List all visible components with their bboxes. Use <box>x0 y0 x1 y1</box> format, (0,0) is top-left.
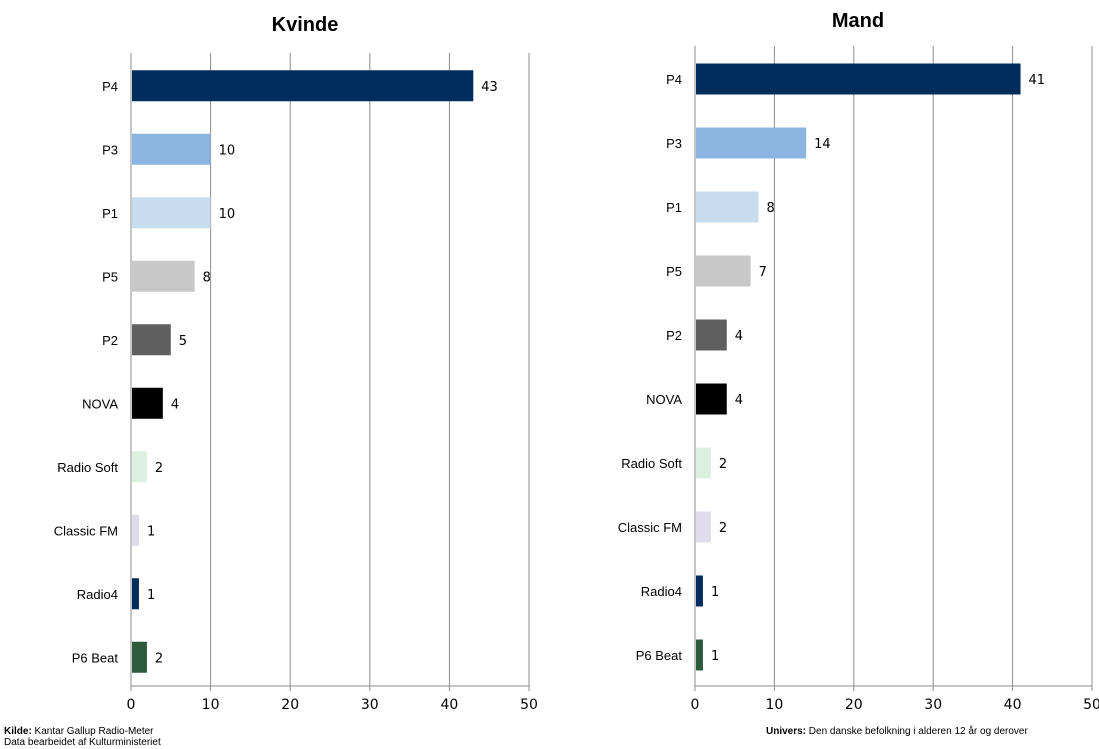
universe-text: Den danske befolkning i alderen 12 år og… <box>806 726 1028 737</box>
x-tick-label: 20 <box>281 697 299 713</box>
bar <box>696 255 751 287</box>
source-note: Kilde: Kantar Gallup Radio-Meter Data be… <box>4 726 161 748</box>
x-tick-label: 0 <box>127 697 136 713</box>
category-label: Radio Soft <box>57 460 118 475</box>
x-tick-label: 30 <box>924 697 942 713</box>
bar <box>132 641 147 673</box>
bar <box>132 197 211 229</box>
category-label: P2 <box>666 328 682 343</box>
category-label: NOVA <box>82 396 118 411</box>
x-tick-label: 50 <box>1083 697 1099 713</box>
value-label: 41 <box>1029 73 1046 88</box>
bar <box>696 511 711 543</box>
bar <box>696 447 711 479</box>
x-tick-label: 40 <box>1004 697 1022 713</box>
category-label: Classic FM <box>618 520 682 535</box>
bar <box>696 63 1021 95</box>
bar <box>132 514 139 546</box>
value-label: 2 <box>719 457 727 472</box>
bar <box>132 451 147 483</box>
value-label: 10 <box>219 143 236 158</box>
value-label: 14 <box>814 137 831 152</box>
value-label: 4 <box>735 329 743 344</box>
bar <box>696 383 727 415</box>
chart-panel-0: Kvinde 0 10 20 30 40 50 P4 43 P3 10 P1 10 P5 8 P2 5 NOVA 4… <box>54 14 538 713</box>
category-label: P5 <box>102 269 118 284</box>
value-label: 2 <box>719 521 727 536</box>
category-label: P6 Beat <box>72 650 119 665</box>
bar <box>696 639 703 671</box>
x-tick-label: 40 <box>440 697 458 713</box>
bar <box>696 127 807 159</box>
category-label: P3 <box>102 142 118 157</box>
value-label: 5 <box>179 334 187 349</box>
category-label: P1 <box>102 206 118 221</box>
value-label: 8 <box>767 201 775 216</box>
value-label: 2 <box>155 651 163 666</box>
value-label: 43 <box>481 80 498 95</box>
value-label: 1 <box>147 524 155 539</box>
value-label: 4 <box>171 397 179 412</box>
bar <box>132 70 474 102</box>
category-label: P2 <box>102 333 118 348</box>
value-label: 1 <box>711 585 719 600</box>
bar <box>696 575 703 607</box>
bar <box>132 260 195 292</box>
category-label: P4 <box>666 72 682 87</box>
source-lead: Kilde: <box>4 726 32 737</box>
bar <box>696 191 759 223</box>
universe-note: Univers: Den danske befolkning i alderen… <box>766 726 1028 737</box>
x-tick-label: 50 <box>520 697 538 713</box>
x-tick-label: 20 <box>845 697 863 713</box>
category-label: P1 <box>666 200 682 215</box>
source-line2: Data bearbeidet af Kulturministeriet <box>4 737 161 748</box>
chart-panel-1: Mand 0 10 20 30 40 50 P4 41 P3 14 P1 8 P5 7 P2 4 NOVA 4 Rad… <box>618 10 1099 713</box>
bar <box>132 324 171 356</box>
category-label: NOVA <box>646 392 682 407</box>
value-label: 4 <box>735 393 743 408</box>
x-tick-label: 30 <box>361 697 379 713</box>
chart-title: Mand <box>832 10 884 32</box>
category-label: Radio Soft <box>621 456 682 471</box>
value-label: 1 <box>711 649 719 664</box>
category-label: P4 <box>102 79 118 94</box>
chart-title: Kvinde <box>272 14 339 36</box>
universe-lead: Univers: <box>766 726 807 737</box>
value-label: 10 <box>219 207 236 222</box>
bar <box>132 387 163 419</box>
category-label: Radio4 <box>641 584 682 599</box>
category-label: P5 <box>666 264 682 279</box>
x-tick-label: 10 <box>202 697 220 713</box>
value-label: 2 <box>155 461 163 476</box>
source-text: Kantar Gallup Radio-Meter <box>31 726 154 737</box>
value-label: 7 <box>759 265 767 280</box>
category-label: Classic FM <box>54 523 118 538</box>
bar <box>696 319 727 351</box>
bar <box>132 578 139 610</box>
bar <box>132 133 211 165</box>
category-label: P3 <box>666 136 682 151</box>
x-tick-label: 10 <box>765 697 783 713</box>
category-label: P6 Beat <box>636 648 683 663</box>
value-label: 8 <box>203 270 211 285</box>
x-tick-label: 0 <box>691 697 700 713</box>
category-label: Radio4 <box>77 587 118 602</box>
value-label: 1 <box>147 588 155 603</box>
